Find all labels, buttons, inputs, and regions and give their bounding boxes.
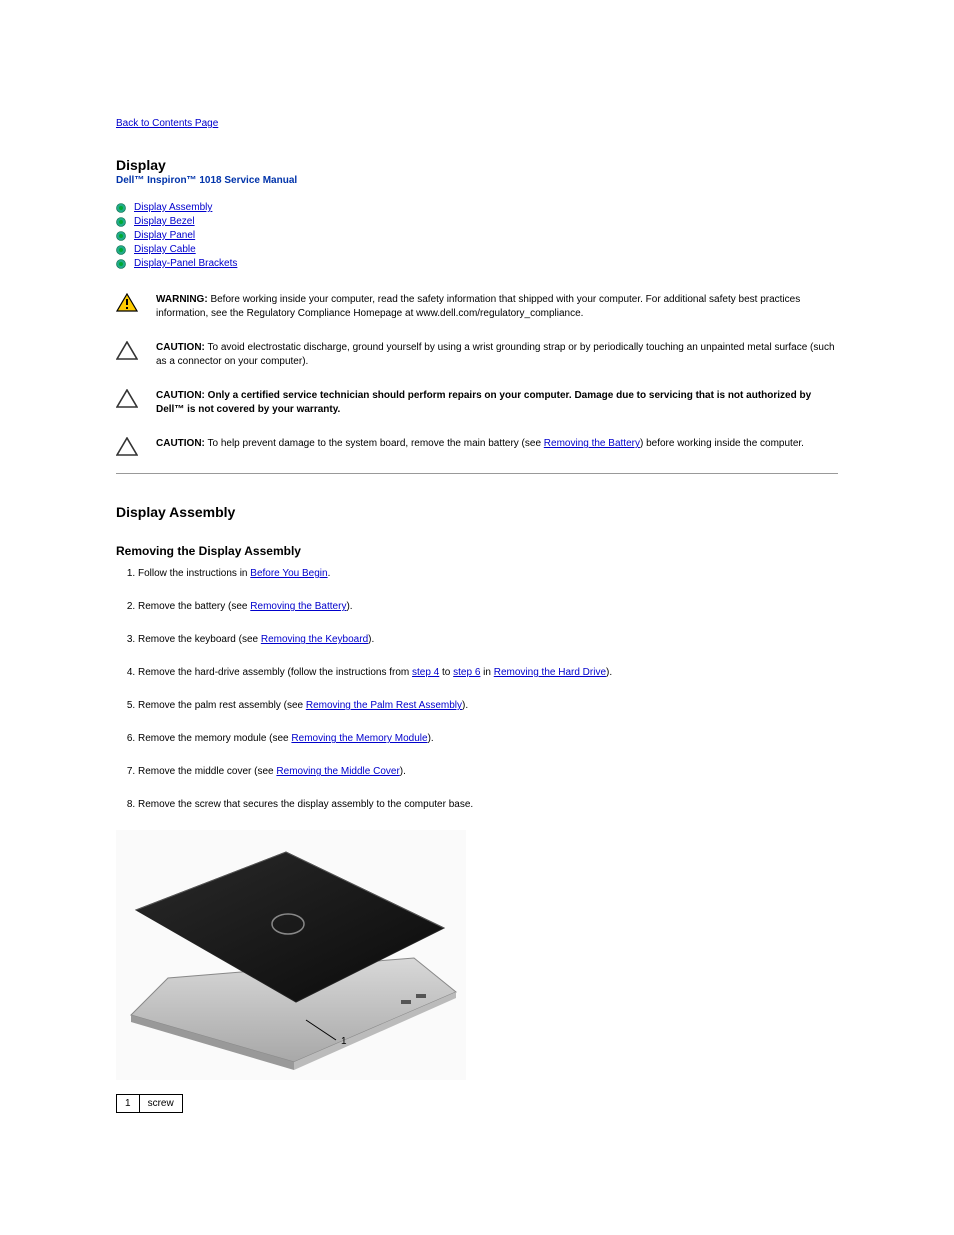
back-to-contents-link[interactable]: Back to Contents Page (116, 118, 218, 129)
step-link[interactable]: Removing the Memory Module (291, 733, 427, 744)
step-text: . (328, 568, 331, 579)
divider (116, 473, 838, 474)
toc-link-display-assembly[interactable]: Display Assembly (134, 202, 212, 213)
table-row: 1 screw (117, 1095, 183, 1113)
bullet-icon (116, 245, 126, 255)
step-text: Remove the keyboard (see (138, 634, 261, 645)
toc-list: Display Assembly Display Bezel Display P… (116, 202, 838, 269)
step-item: Remove the memory module (see Removing t… (138, 731, 838, 746)
step-item: Remove the battery (see Removing the Bat… (138, 599, 838, 614)
steps-list: Follow the instructions in Before You Be… (116, 566, 838, 812)
callout-number: 1 (117, 1095, 140, 1113)
step-item: Remove the hard-drive assembly (follow t… (138, 665, 838, 680)
caution-label: CAUTION: (156, 390, 205, 401)
step-text: Remove the palm rest assembly (see (138, 700, 306, 711)
step-text: ). (462, 700, 468, 711)
caution-label: CAUTION: (156, 342, 205, 353)
step-text: Remove the battery (see (138, 601, 250, 612)
manual-subtitle: Dell™ Inspiron™ 1018 Service Manual (116, 175, 838, 186)
step-link[interactable]: Removing the Keyboard (261, 634, 368, 645)
caution-body-post: ) before working inside the computer. (640, 438, 804, 449)
caution-icon (116, 341, 138, 361)
caution-notice: CAUTION: Only a certified service techni… (116, 385, 838, 421)
bullet-icon (116, 259, 126, 269)
caution-notice: CAUTION: To avoid electrostatic discharg… (116, 337, 838, 373)
warning-icon (116, 293, 138, 313)
toc-item: Display-Panel Brackets (116, 258, 838, 269)
toc-item: Display Bezel (116, 216, 838, 227)
toc-item: Display Assembly (116, 202, 838, 213)
caution-icon (116, 437, 138, 457)
step-text: ). (400, 766, 406, 777)
step-link[interactable]: step 6 (453, 667, 480, 678)
toc-item: Display Panel (116, 230, 838, 241)
step-link[interactable]: Removing the Battery (250, 601, 346, 612)
step-text: ). (368, 634, 374, 645)
page-container: Back to Contents Page Display Dell™ Insp… (0, 0, 954, 1153)
section-display-assembly: Display Assembly (116, 504, 838, 520)
caution-text: CAUTION: To avoid electrostatic discharg… (156, 341, 838, 369)
toc-link-display-cable[interactable]: Display Cable (134, 244, 196, 255)
step-text: ). (606, 667, 612, 678)
step-item: Remove the middle cover (see Removing th… (138, 764, 838, 779)
step-text: ). (346, 601, 352, 612)
svg-text:1: 1 (341, 1036, 347, 1047)
toc-item: Display Cable (116, 244, 838, 255)
step-text: in (480, 667, 493, 678)
toc-link-display-panel[interactable]: Display Panel (134, 230, 195, 241)
step-item: Follow the instructions in Before You Be… (138, 566, 838, 581)
step-text: ). (428, 733, 434, 744)
toc-link-display-bezel[interactable]: Display Bezel (134, 216, 195, 227)
step-text: to (439, 667, 453, 678)
step-text: Remove the screw that secures the displa… (138, 799, 473, 810)
caution-text: CAUTION: To help prevent damage to the s… (156, 437, 838, 451)
bullet-icon (116, 217, 126, 227)
callout-label: screw (139, 1095, 182, 1113)
step-link[interactable]: step 4 (412, 667, 439, 678)
step-link[interactable]: Removing the Hard Drive (494, 667, 606, 678)
caution-body-pre: To help prevent damage to the system boa… (208, 438, 544, 449)
step-link[interactable]: Before You Begin (250, 568, 327, 579)
bullet-icon (116, 203, 126, 213)
callout-table: 1 screw (116, 1094, 183, 1113)
bullet-icon (116, 231, 126, 241)
step-link[interactable]: Removing the Palm Rest Assembly (306, 700, 462, 711)
step-text: Follow the instructions in (138, 568, 250, 579)
warning-notice: WARNING: Before working inside your comp… (116, 289, 838, 325)
warning-body: Before working inside your computer, rea… (156, 294, 800, 319)
caution-body-bold: Only a certified service technician shou… (156, 390, 811, 415)
step-text: Remove the hard-drive assembly (follow t… (138, 667, 412, 678)
caution-text: CAUTION: Only a certified service techni… (156, 389, 838, 417)
caution-label: CAUTION: (156, 438, 205, 449)
caution-notice: CAUTION: To help prevent damage to the s… (116, 433, 838, 461)
step-item: Remove the keyboard (see Removing the Ke… (138, 632, 838, 647)
figure-display-assembly: 1 (116, 830, 466, 1080)
caution-body: To avoid electrostatic discharge, ground… (156, 342, 835, 367)
page-title: Display (116, 157, 838, 173)
warning-text: WARNING: Before working inside your comp… (156, 293, 838, 321)
section-removing-display-assembly: Removing the Display Assembly (116, 544, 838, 558)
caution-link[interactable]: Removing the Battery (544, 438, 640, 449)
step-text: Remove the memory module (see (138, 733, 291, 744)
warning-label: WARNING: (156, 294, 208, 305)
toc-link-display-panel-brackets[interactable]: Display-Panel Brackets (134, 258, 237, 269)
step-link[interactable]: Removing the Middle Cover (276, 766, 399, 777)
caution-icon (116, 389, 138, 409)
step-item: Remove the palm rest assembly (see Remov… (138, 698, 838, 713)
step-item: Remove the screw that secures the displa… (138, 797, 838, 812)
step-text: Remove the middle cover (see (138, 766, 276, 777)
